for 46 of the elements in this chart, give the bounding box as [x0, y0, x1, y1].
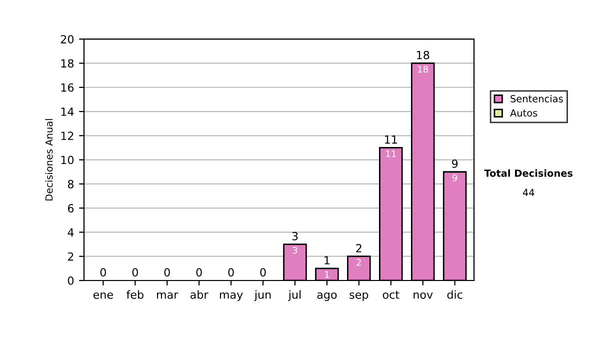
data-label: 2	[356, 258, 361, 266]
data-label: 18	[418, 66, 428, 73]
x-tick-label: abr	[190, 290, 208, 299]
x-tick-label: ene	[93, 292, 113, 299]
total-label: 3	[292, 232, 298, 240]
x-tick-label: nov	[414, 292, 433, 299]
y-tick-label: 20	[60, 35, 74, 44]
total-label: 18	[417, 50, 430, 60]
x-tick-label: mar	[157, 292, 178, 299]
total-label: 11	[385, 136, 397, 144]
y-tick-label: 18	[61, 59, 74, 68]
data-label: 11	[386, 150, 396, 158]
x-tick-label: dic	[447, 290, 462, 299]
total-label: 0	[196, 268, 202, 277]
total-label: 1	[324, 256, 330, 264]
legend-label: Sentencias	[510, 94, 563, 102]
total-label: 0	[164, 268, 170, 277]
y-tick-label: 2	[68, 252, 74, 261]
total-label: 0	[228, 268, 234, 277]
data-label: 9	[452, 174, 458, 182]
x-tick-label: may	[220, 292, 243, 301]
y-tick-label: 4	[68, 228, 74, 236]
data-label: 1	[325, 271, 329, 278]
total-label: 0	[132, 268, 138, 277]
y-tick-label: 14	[61, 108, 74, 116]
total-label: 9	[452, 160, 458, 168]
y-tick-label: 12	[61, 132, 74, 140]
x-tick-label: feb	[126, 290, 144, 299]
total-label: 2	[356, 244, 362, 252]
y-tick-label: 6	[68, 204, 74, 212]
x-tick-label: jun	[254, 290, 271, 301]
y-tick-label: 10	[61, 156, 74, 164]
data-label: 3	[292, 246, 298, 254]
y-axis-title: Decisiones Anual	[45, 119, 53, 200]
text: 44	[522, 188, 534, 196]
x-tick-label: ago	[317, 292, 337, 301]
text: Total Decisiones	[484, 169, 573, 177]
total-label: 0	[100, 268, 106, 277]
x-tick-label: jul	[288, 290, 301, 301]
legend-label: Autos	[510, 109, 538, 117]
x-tick-label: sep	[350, 292, 368, 301]
y-tick-label: 0	[68, 276, 74, 285]
y-tick-label: 8	[68, 180, 74, 188]
x-tick-label: oct	[382, 290, 400, 299]
y-tick-label: 16	[61, 83, 74, 92]
total-label: 0	[260, 268, 266, 277]
